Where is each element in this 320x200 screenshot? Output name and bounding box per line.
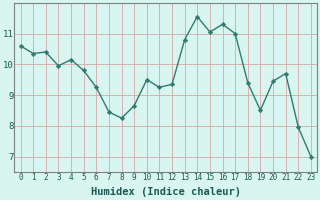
X-axis label: Humidex (Indice chaleur): Humidex (Indice chaleur) xyxy=(91,187,241,197)
